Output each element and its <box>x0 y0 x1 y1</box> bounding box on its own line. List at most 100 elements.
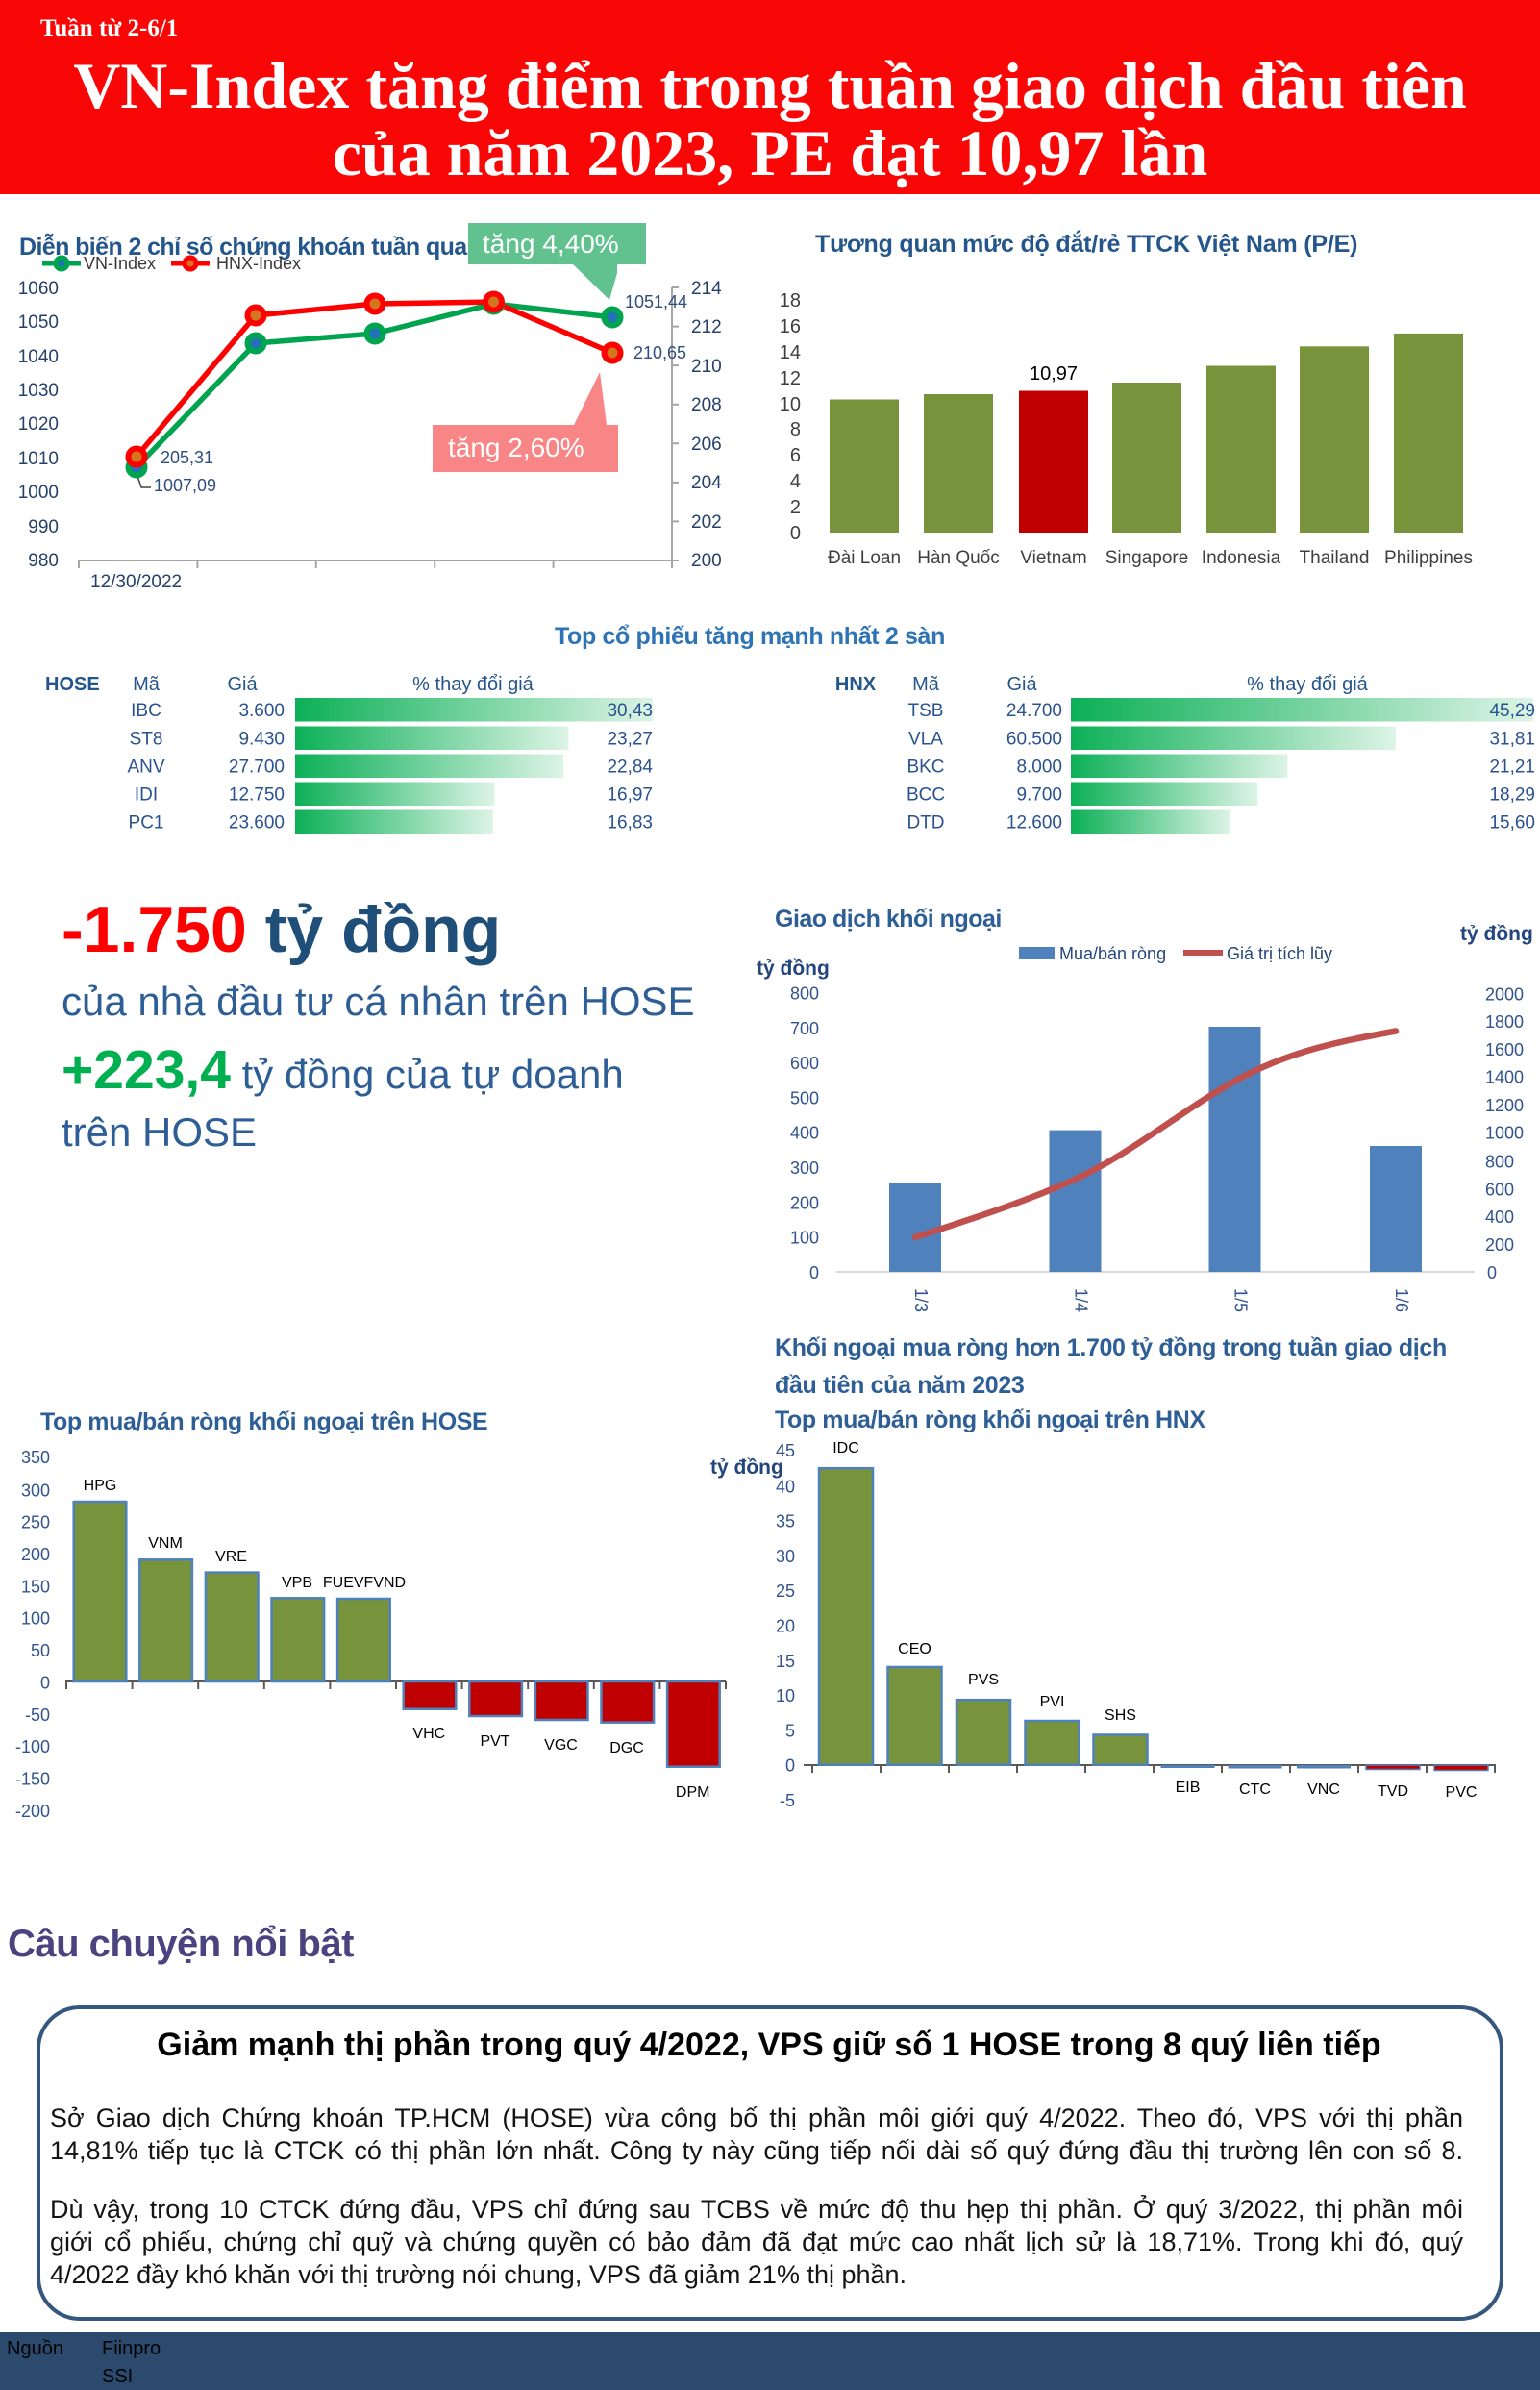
svg-text:300: 300 <box>790 1158 819 1178</box>
svg-text:1/5: 1/5 <box>1231 1288 1251 1312</box>
svg-text:1/6: 1/6 <box>1392 1288 1411 1312</box>
svg-text:8: 8 <box>790 419 801 440</box>
svg-text:BCC: BCC <box>907 785 945 806</box>
svg-text:1000: 1000 <box>18 483 59 503</box>
svg-text:4: 4 <box>790 471 801 492</box>
svg-text:VPB: VPB <box>282 1575 312 1591</box>
svg-text:100: 100 <box>790 1229 819 1248</box>
svg-text:250: 250 <box>21 1513 50 1532</box>
svg-text:200: 200 <box>21 1545 50 1564</box>
svg-text:1030: 1030 <box>18 381 59 401</box>
svg-text:45: 45 <box>776 1441 795 1460</box>
svg-text:25: 25 <box>776 1581 795 1601</box>
svg-text:30: 30 <box>776 1547 795 1566</box>
svg-text:60.500: 60.500 <box>1006 730 1062 750</box>
svg-text:50: 50 <box>31 1641 50 1660</box>
svg-text:Vietnam: Vietnam <box>1020 548 1086 568</box>
svg-text:500: 500 <box>790 1088 819 1108</box>
svg-text:16,83: 16,83 <box>607 813 653 834</box>
svg-text:10: 10 <box>780 394 801 415</box>
svg-text:990: 990 <box>28 517 59 537</box>
svg-text:FUEVFVND: FUEVFVND <box>323 1575 406 1591</box>
svg-text:210,65: 210,65 <box>633 343 686 362</box>
svg-text:DTD: DTD <box>907 813 944 834</box>
svg-text:12.750: 12.750 <box>229 785 285 806</box>
svg-text:DGC: DGC <box>609 1740 644 1756</box>
svg-text:-150: -150 <box>15 1770 50 1789</box>
svg-text:9.430: 9.430 <box>238 730 285 750</box>
svg-text:200: 200 <box>1485 1235 1514 1255</box>
svg-text:SHS: SHS <box>1105 1707 1136 1724</box>
svg-text:12: 12 <box>780 368 801 389</box>
svg-text:400: 400 <box>790 1124 819 1143</box>
svg-text:1051,44: 1051,44 <box>625 292 687 311</box>
svg-text:Giá trị tích lũy: Giá trị tích lũy <box>1227 944 1332 963</box>
svg-text:Mã: Mã <box>133 674 161 695</box>
svg-text:TVD: TVD <box>1378 1783 1408 1800</box>
svg-text:31,81: 31,81 <box>1489 730 1535 750</box>
svg-text:1200: 1200 <box>1485 1096 1524 1115</box>
svg-text:212: 212 <box>691 317 722 337</box>
svg-text:PVI: PVI <box>1040 1694 1065 1710</box>
svg-text:204: 204 <box>691 473 722 493</box>
svg-text:18: 18 <box>780 290 801 311</box>
svg-text:45,29: 45,29 <box>1489 701 1535 721</box>
svg-text:PVS: PVS <box>968 1672 999 1688</box>
svg-text:206: 206 <box>691 435 722 455</box>
svg-text:Đài Loan: Đài Loan <box>828 548 901 568</box>
svg-text:2000: 2000 <box>1485 985 1524 1005</box>
svg-text:IBC: IBC <box>131 701 161 721</box>
svg-text:6: 6 <box>790 445 801 466</box>
svg-text:-200: -200 <box>15 1802 50 1821</box>
svg-text:18,29: 18,29 <box>1489 785 1535 806</box>
svg-text:2: 2 <box>790 497 801 518</box>
svg-text:10: 10 <box>776 1686 795 1705</box>
svg-text:350: 350 <box>21 1448 50 1467</box>
svg-text:300: 300 <box>21 1481 50 1500</box>
svg-text:1050: 1050 <box>18 312 59 333</box>
svg-text:Philippines: Philippines <box>1384 548 1473 568</box>
svg-text:23,27: 23,27 <box>607 730 653 750</box>
svg-text:% thay đổi giá: % thay đổi giá <box>412 674 534 695</box>
svg-text:1020: 1020 <box>18 414 59 435</box>
svg-text:1010: 1010 <box>18 449 59 469</box>
svg-text:HNX-Index: HNX-Index <box>216 254 301 273</box>
svg-text:0: 0 <box>1487 1263 1497 1282</box>
svg-text:TSB: TSB <box>908 701 944 721</box>
svg-text:tăng 4,40%: tăng 4,40% <box>483 229 619 259</box>
svg-text:0: 0 <box>790 523 801 544</box>
svg-text:100: 100 <box>21 1609 50 1629</box>
svg-text:DPM: DPM <box>676 1784 710 1801</box>
svg-text:150: 150 <box>21 1577 50 1596</box>
svg-text:0: 0 <box>40 1673 50 1692</box>
svg-text:12.600: 12.600 <box>1006 813 1062 834</box>
svg-text:Mua/bán ròng: Mua/bán ròng <box>1059 944 1166 963</box>
svg-text:Giá: Giá <box>227 674 258 695</box>
svg-text:IDI: IDI <box>135 785 158 806</box>
svg-text:600: 600 <box>1485 1180 1514 1199</box>
svg-text:210: 210 <box>691 357 722 377</box>
svg-text:VHC: VHC <box>412 1726 445 1742</box>
svg-text:VN-Index: VN-Index <box>84 254 156 273</box>
svg-text:VRE: VRE <box>215 1549 247 1565</box>
svg-text:-50: -50 <box>25 1705 50 1725</box>
svg-text:BKC: BKC <box>907 758 944 778</box>
svg-text:700: 700 <box>790 1019 819 1038</box>
svg-text:1/4: 1/4 <box>1072 1288 1091 1312</box>
svg-text:208: 208 <box>691 395 722 415</box>
svg-text:1400: 1400 <box>1485 1068 1524 1087</box>
svg-text:Thailand: Thailand <box>1300 548 1370 568</box>
svg-text:800: 800 <box>1485 1153 1514 1172</box>
svg-text:200: 200 <box>691 551 722 571</box>
svg-text:tăng 2,60%: tăng 2,60% <box>448 433 584 462</box>
svg-text:CEO: CEO <box>898 1641 931 1657</box>
svg-text:Giá: Giá <box>1006 674 1037 695</box>
svg-text:3.600: 3.600 <box>238 701 285 721</box>
svg-text:15,60: 15,60 <box>1489 813 1535 834</box>
svg-text:PVT: PVT <box>480 1733 509 1750</box>
svg-text:HNX: HNX <box>835 674 877 695</box>
svg-text:9.700: 9.700 <box>1016 785 1062 806</box>
svg-text:IDC: IDC <box>832 1440 859 1456</box>
svg-text:-5: -5 <box>780 1791 795 1810</box>
svg-text:VGC: VGC <box>544 1737 578 1754</box>
